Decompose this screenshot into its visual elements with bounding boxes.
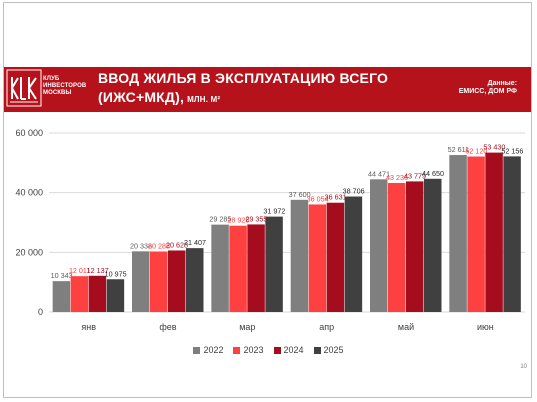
chart-legend: 2022 2023 2024 2025: [0, 343, 537, 357]
data-label: 28 926: [227, 216, 249, 225]
logo-line-2: ИНВЕСТОРОВ: [43, 83, 87, 89]
bar-2025-мар: [265, 216, 283, 312]
data-label: 52 611: [448, 145, 469, 154]
data-label: 12 011: [69, 266, 90, 275]
legend-swatch: [193, 346, 201, 354]
slide-title-text: (ИЖС+МКД),: [98, 89, 185, 105]
data-label: 31 972: [263, 207, 285, 216]
data-label: 36 054: [307, 194, 329, 203]
data-source: Данные: ЕМИСС, ДОМ РФ: [459, 80, 517, 96]
logo-line-1: КЛУБ: [43, 76, 60, 82]
x-tick-label: апр: [319, 322, 334, 332]
bar-2023-фев: [150, 251, 168, 312]
legend-swatch: [233, 346, 241, 354]
x-tick-label: мар: [239, 322, 255, 332]
y-tick-label: 20 000: [15, 247, 43, 257]
legend-item-2022: 2022: [193, 343, 223, 357]
bar-2023-май: [388, 183, 406, 312]
legend-label: 2022: [203, 345, 224, 355]
bar-2024-мар: [247, 224, 265, 312]
data-label: 52 156: [501, 146, 523, 155]
data-label: 10 975: [105, 269, 127, 278]
bar-2024-янв: [88, 275, 107, 312]
bar-2025-янв: [106, 279, 125, 312]
logo-caption: КЛУБ ИНВЕСТОРОВ МОСКВЫ: [43, 76, 93, 97]
logo-line-3: МОСКВЫ: [43, 90, 72, 96]
data-source-names: ЕМИСС, ДОМ РФ: [458, 88, 517, 95]
data-label: 43 236: [386, 173, 408, 182]
bar-2025-июн: [503, 156, 521, 312]
bar-2025-фев: [186, 248, 204, 312]
y-tick-label: 40 000: [15, 188, 43, 198]
bar-2024-фев: [168, 250, 186, 312]
legend-swatch: [273, 346, 281, 354]
data-label: 20 628: [166, 240, 188, 249]
y-tick-label: 0: [38, 307, 43, 317]
legend-item-2024: 2024: [273, 343, 304, 357]
bar-2023-июн: [467, 156, 485, 312]
data-label: 36 631: [325, 193, 347, 202]
bar-2025-апр: [344, 196, 363, 312]
data-label: 38 706: [343, 187, 365, 196]
bar-2023-апр: [308, 204, 327, 312]
legend-label: 2024: [283, 345, 304, 355]
data-label: 20 338: [130, 241, 152, 250]
data-label: 44 650: [422, 169, 444, 178]
bar-2024-май: [406, 181, 424, 312]
bar-2024-июн: [485, 152, 503, 312]
x-tick-label: май: [398, 322, 414, 332]
x-tick-label: янв: [81, 322, 96, 332]
bar-2022-янв: [52, 281, 71, 312]
bar-2022-фев: [132, 251, 150, 312]
legend-item-2025: 2025: [313, 343, 344, 357]
bar-2022-июн: [449, 155, 467, 312]
data-label: 52 120: [465, 147, 487, 156]
data-label: 20 288: [148, 241, 170, 250]
legend-label: 2025: [323, 345, 344, 355]
bar-2023-янв: [70, 276, 89, 312]
slide-title-line-1: ВВОД ЖИЛЬЯ В ЭКСПЛУАТАЦИЮ ВСЕГО: [98, 70, 389, 86]
data-label: 12 137: [87, 266, 109, 275]
y-tick-label: 60 000: [15, 128, 43, 138]
data-label: 37 600: [289, 190, 311, 199]
x-tick-label: июн: [477, 322, 494, 332]
data-label: 10 343: [51, 271, 73, 280]
slide-title-unit: МЛН. М²: [187, 95, 221, 104]
bar-2022-май: [370, 179, 388, 312]
legend-swatch: [313, 346, 321, 354]
bar-2022-апр: [290, 199, 309, 312]
data-label: 43 779: [404, 171, 426, 180]
data-label: 21 407: [184, 238, 206, 247]
bar-2025-май: [424, 178, 442, 312]
legend-item-2023: 2023: [233, 343, 264, 357]
bar-2024-апр: [326, 202, 345, 312]
legend-label: 2023: [243, 345, 264, 355]
x-tick-label: фев: [159, 322, 176, 332]
data-label: 29 355: [245, 214, 267, 223]
bar-2022-мар: [211, 224, 229, 312]
data-label: 44 471: [368, 169, 390, 178]
data-source-label: Данные:: [487, 80, 517, 87]
data-label: 29 285: [209, 215, 231, 224]
page-number: 10: [520, 364, 527, 370]
slide-title-line-2: (ИЖС+МКД), МЛН. М²: [98, 89, 220, 105]
data-label: 53 430: [483, 143, 505, 152]
bar-2023-мар: [229, 225, 247, 312]
header-band: [4, 67, 531, 112]
logo-icon: [6, 69, 42, 107]
